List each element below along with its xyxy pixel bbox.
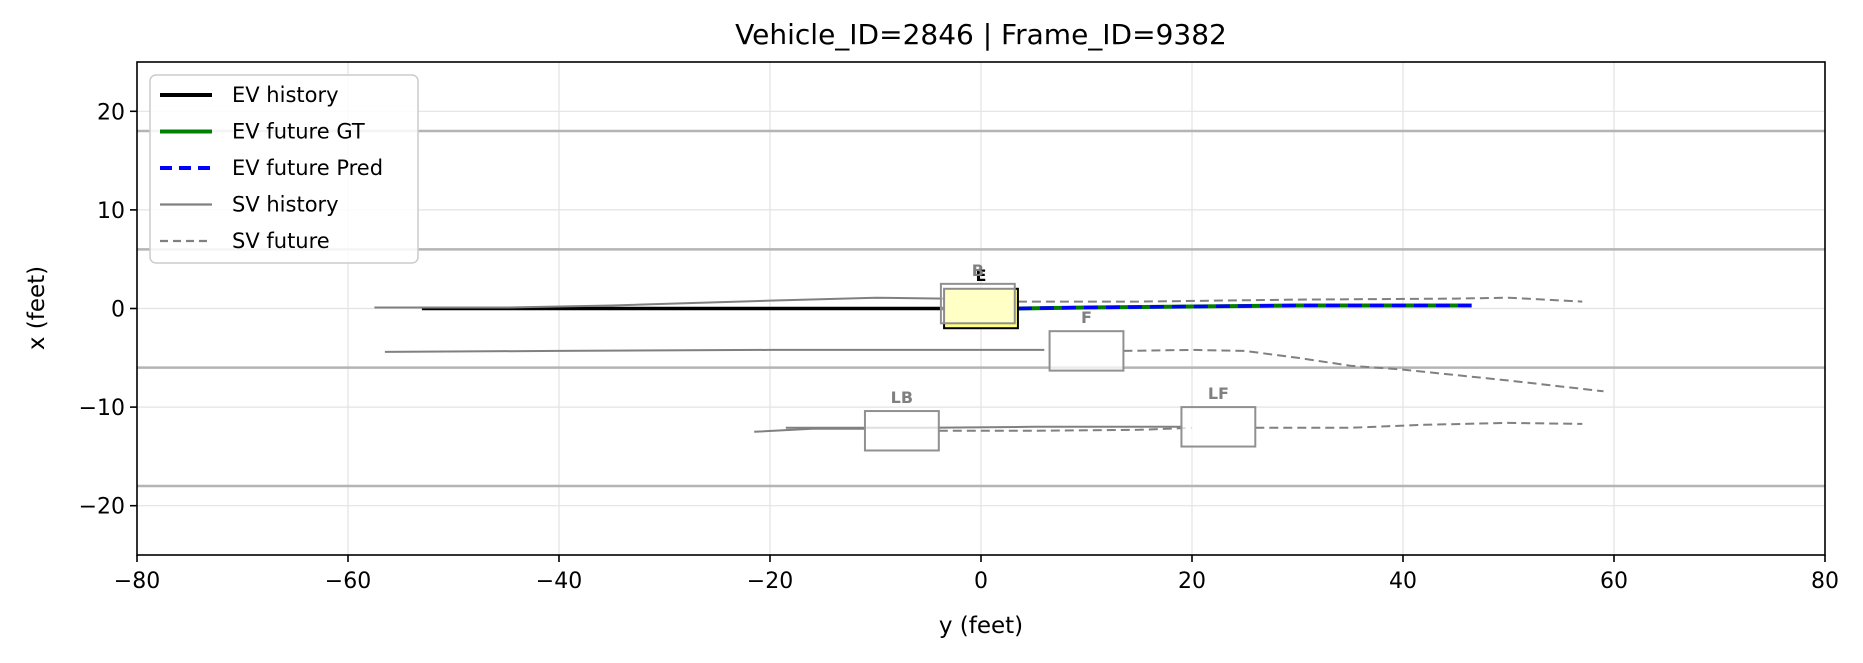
x-tick-label: −40 (536, 569, 582, 594)
vehicle-label-lf: LF (1208, 384, 1229, 403)
x-tick-label: 20 (1178, 569, 1206, 594)
series-ev-future-pred (1017, 303, 1472, 311)
series-sv-history-b (374, 296, 945, 309)
vehicle-label-f: F (1081, 308, 1092, 327)
y-tick-label: −10 (79, 396, 125, 421)
x-tick-label: −60 (325, 569, 371, 594)
series-sv-future-f (1123, 348, 1604, 393)
legend-label: EV history (232, 83, 339, 107)
y-axis-label: x (feet) (24, 266, 50, 350)
legend-label: EV future Pred (232, 156, 383, 180)
legend-label: EV future GT (232, 120, 365, 144)
x-tick-label: 40 (1389, 569, 1417, 594)
x-tick-label: 60 (1600, 569, 1628, 594)
x-tick-label: 80 (1811, 569, 1839, 594)
y-tick-label: −20 (79, 495, 125, 520)
vehicle-label-e: E (976, 266, 987, 285)
x-axis-label: y (feet) (939, 613, 1023, 639)
vehicle-label-b: B (972, 261, 984, 280)
vehicle-boxes: EB F LB LF (863, 261, 1257, 452)
series-sv-future-b (1017, 296, 1583, 303)
legend-items: EV history EV future GT EV future Pred SV h… (160, 83, 383, 253)
y-axis-ticks: −20 −10 0 10 20 (79, 100, 137, 520)
trajectories (374, 296, 1604, 433)
legend: EV history EV future GT EV future Pred SV h… (149, 74, 419, 264)
legend-box (149, 74, 419, 264)
vehicle-box-lf (1180, 406, 1257, 448)
y-tick-label: 20 (97, 100, 125, 125)
vehicle-box-f (1048, 330, 1125, 372)
y-tick-label: 10 (97, 199, 125, 224)
x-tick-label: 0 (974, 569, 988, 594)
legend-label: SV history (232, 193, 339, 217)
chart-title: Vehicle_ID=2846 | Frame_ID=9382 (735, 18, 1227, 51)
vehicle-box-b (939, 282, 1016, 325)
series-sv-history-lf (785, 425, 1182, 429)
legend-label: SV future (232, 229, 330, 253)
series-sv-future-lf (1255, 421, 1583, 429)
vehicle-label-lb: LB (891, 388, 913, 407)
series-sv-history-f (384, 348, 1045, 353)
x-tick-label: −80 (114, 569, 160, 594)
series-sv-future-lb (938, 426, 1193, 432)
x-axis-ticks: −80 −60 −40 −20 0 20 40 60 80 (114, 555, 1839, 594)
x-tick-label: −20 (747, 569, 793, 594)
y-tick-label: 0 (111, 298, 125, 323)
vehicle-box-lb (863, 410, 940, 452)
